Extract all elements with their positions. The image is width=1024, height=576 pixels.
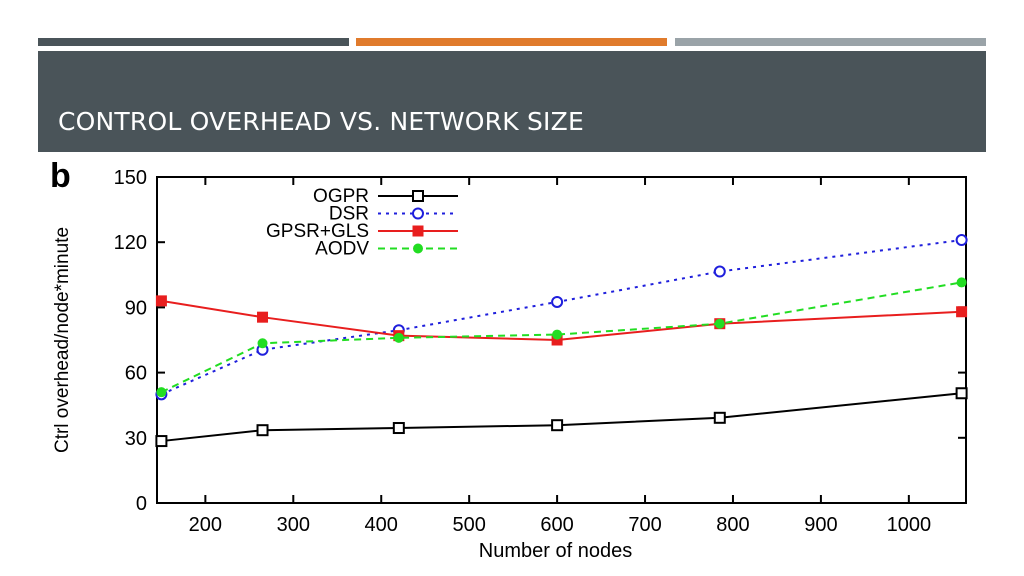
accent-bar-gray [675,38,986,46]
data-point-gpsr-gls [155,295,167,307]
data-point-ogpr [955,387,968,400]
data-point-aodv [552,329,563,340]
x-tick-label: 900 [804,514,837,536]
plot-frame [156,176,967,504]
x-axis-label: Number of nodes [479,540,632,562]
x-tick-label: 300 [277,514,310,536]
x-tick-label: 1000 [887,514,932,536]
data-point-ogpr [551,419,564,432]
data-point-dsr [713,265,726,278]
data-point-ogpr [713,411,726,424]
x-tick-label: 700 [628,514,661,536]
data-point-dsr [551,295,564,308]
legend-marker-aodv [413,243,423,254]
series-line-gpsr-gls [161,299,962,342]
data-point-aodv [956,277,967,288]
data-point-ogpr [155,435,168,448]
panel-label: b [50,157,71,195]
y-tick-label: 90 [125,297,147,319]
data-point-gpsr-gls [257,311,269,323]
series-aodv [156,277,967,398]
data-point-ogpr [256,424,269,437]
y-tick-label: 150 [114,167,147,189]
data-point-aodv [156,387,167,398]
series-line-aodv [160,281,962,394]
x-tick-label: 800 [716,514,749,536]
series-line-ogpr [161,392,962,443]
accent-bar-orange [356,38,667,46]
y-tick-label: 30 [125,428,147,450]
series-ogpr [155,387,968,448]
y-tick-label: 120 [114,232,147,254]
y-tick-label: 0 [136,493,147,515]
data-point-gpsr-gls [956,306,968,318]
data-point-dsr [955,234,968,247]
legend-label-dsr: DSR [329,204,369,225]
legend-label-gpsr-gls: GPSR+GLS [266,221,369,242]
legend-marker-dsr [412,207,424,220]
legend-marker-gpsr-gls [412,225,424,237]
y-tick-label: 60 [125,363,147,385]
data-point-ogpr [392,422,405,435]
slide-title: CONTROL OVERHEAD VS. NETWORK SIZE [58,107,584,136]
legend-label-ogpr: OGPR [313,186,369,207]
x-tick-label: 500 [452,514,485,536]
data-point-aodv [393,332,404,343]
series-line-dsr [160,239,962,396]
x-tick-label: 400 [365,514,398,536]
data-point-aodv [714,318,725,329]
legend-label-aodv: AODV [315,239,369,260]
data-point-aodv [257,338,268,349]
x-tick-label: 600 [540,514,573,536]
legend-marker-ogpr [412,190,424,202]
title-header: CONTROL OVERHEAD VS. NETWORK SIZE [38,51,986,152]
y-axis-label: Ctrl overhead/node*minute [52,227,73,453]
x-tick-label: 200 [189,514,222,536]
accent-bar-dark [38,38,349,46]
